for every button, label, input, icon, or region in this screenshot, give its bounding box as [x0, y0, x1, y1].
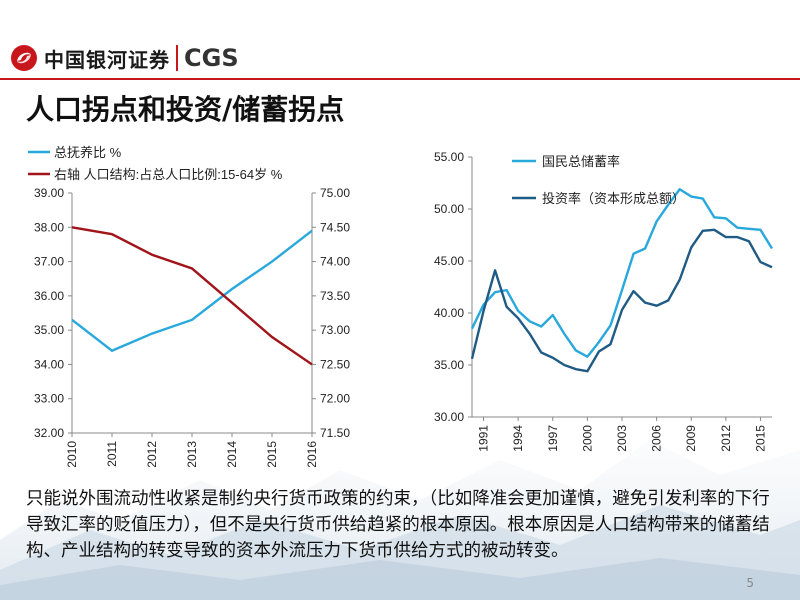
right-tick-label: 73.50 — [320, 289, 350, 303]
series-line-savings-rate — [470, 188, 774, 358]
y-tick-label: 35.00 — [434, 358, 464, 372]
series-line-dependency-ratio — [71, 229, 313, 353]
x-tick-label: 2012 — [145, 441, 159, 468]
y-tick-label: 40.00 — [434, 306, 464, 320]
left-tick-label: 38.00 — [34, 220, 64, 234]
right-tick-label: 71.50 — [320, 426, 350, 440]
x-tick-label: 2015 — [753, 425, 767, 452]
x-tick-label: 2012 — [719, 425, 733, 452]
left-tick-label: 39.00 — [34, 186, 64, 200]
series-line-investment-rate — [470, 228, 773, 373]
left-tick-label: 32.00 — [34, 426, 64, 440]
legend-label: 总抚养比 % — [54, 145, 122, 160]
chart-savings-investment: 30.00 35.00 40.00 45.00 50.00 55.00 1991 1994 19… — [434, 150, 774, 452]
y-tick-label: 30.00 — [434, 410, 464, 424]
y-tick-label: 45.00 — [434, 254, 464, 268]
logo-divider — [176, 45, 178, 71]
legend-label: 国民总储蓄率 — [542, 154, 620, 169]
y-tick-label: 50.00 — [434, 202, 464, 216]
header-rule — [0, 78, 800, 80]
left-tick-label: 37.00 — [34, 255, 64, 269]
logo-text-cn: 中国银河证券 — [44, 47, 170, 72]
legend-label: 右轴 人口结构:占总人口比例:15-64岁 % — [54, 167, 283, 182]
series-line-working-age-share — [71, 226, 313, 366]
mountain-background — [0, 440, 800, 600]
x-tick-label: 2016 — [305, 441, 319, 468]
y-tick-label: 55.00 — [434, 150, 464, 164]
x-tick-label: 2013 — [185, 441, 199, 468]
left-tick-label: 34.00 — [34, 357, 64, 371]
x-tick-label: 2006 — [650, 425, 664, 452]
logo-text-en: CGS — [184, 44, 239, 72]
right-tick-label: 74.50 — [320, 220, 350, 234]
left-tick-label: 36.00 — [34, 289, 64, 303]
right-tick-label: 73.00 — [320, 323, 350, 337]
right-tick-label: 74.00 — [320, 255, 350, 269]
slide-title: 人口拐点和投资/储蓄拐点 — [26, 93, 345, 126]
x-tick-label: 1994 — [511, 425, 525, 452]
x-tick-label: 2015 — [265, 441, 279, 468]
x-tick-label: 2000 — [580, 425, 594, 452]
x-tick-label: 2014 — [225, 441, 239, 468]
x-tick-label: 2003 — [615, 425, 629, 452]
body-text: 只能说外围流动性收紧是制约央行货币政策的约束，（比如降准会更加谨慎，避免引发利率… — [26, 489, 770, 561]
x-tick-label: 2009 — [684, 425, 698, 452]
x-tick-label: 1997 — [546, 425, 560, 452]
left-tick-label: 33.00 — [34, 392, 64, 406]
x-tick-label: 1991 — [477, 425, 491, 452]
chart-dependency-ratio: 32.00 33.00 34.00 35.00 36.00 37.00 38.00 39.00… — [28, 145, 350, 468]
x-tick-label: 2010 — [65, 441, 79, 468]
x-tick-label: 2011 — [105, 441, 119, 467]
page-number: 5 — [746, 576, 754, 590]
logo-mark-icon — [11, 45, 37, 71]
company-logo: 中国银河证券 CGS — [10, 38, 239, 78]
legend-label: 投资率（资本形成总额） — [542, 191, 685, 206]
right-tick-label: 72.00 — [320, 392, 350, 406]
right-tick-label: 72.50 — [320, 357, 350, 371]
right-tick-label: 75.00 — [320, 186, 350, 200]
left-tick-label: 35.00 — [34, 323, 64, 337]
